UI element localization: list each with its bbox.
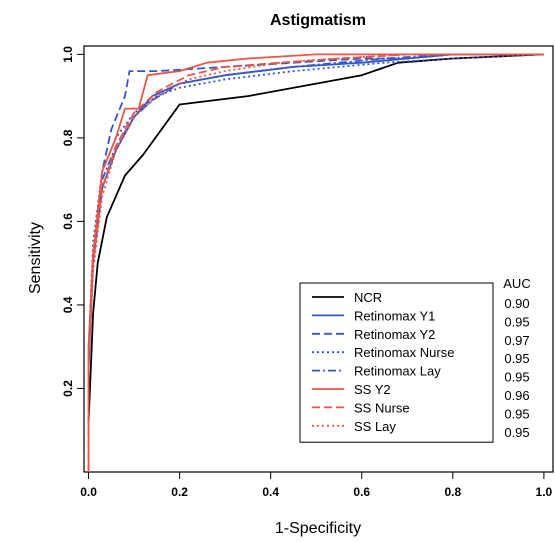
auc-header: AUC (503, 276, 530, 291)
legend-label: Retinomax Y2 (354, 327, 435, 342)
x-tick-label: 0.8 (444, 485, 461, 499)
legend-label: SS Lay (354, 419, 396, 434)
chart-title: Astigmatism (270, 12, 366, 29)
y-tick-label: 0.8 (61, 129, 75, 146)
y-tick-label: 1.0 (61, 46, 75, 63)
x-tick-label: 1.0 (536, 485, 553, 499)
auc-value: 0.90 (504, 296, 529, 311)
series-line-ss-nurse (87, 53, 544, 472)
auc-value: 0.95 (504, 425, 529, 440)
series-line-ss-y2 (87, 53, 544, 472)
x-tick-label: 0.2 (171, 485, 188, 499)
auc-value: 0.97 (504, 333, 529, 348)
auc-value: 0.95 (504, 314, 529, 329)
legend-label: SS Y2 (354, 382, 391, 397)
y-axis-label: Sensitivity (27, 222, 44, 294)
legend-label: SS Nurse (354, 400, 410, 415)
series-line-ss-lay (87, 53, 544, 472)
legend-label: Retinomax Nurse (354, 345, 454, 360)
y-tick-label: 0.4 (61, 296, 75, 313)
x-axis-label: 1-Specificity (275, 520, 361, 537)
series-line-retinomax-y2 (87, 53, 544, 347)
x-tick-label: 0.4 (262, 485, 279, 499)
legend-box (299, 282, 494, 443)
plot-frame (83, 45, 554, 473)
auc-value: 0.96 (504, 388, 529, 403)
auc-value: 0.95 (504, 406, 529, 421)
auc-value: 0.95 (504, 351, 529, 366)
legend-label: Retinomax Lay (354, 364, 441, 379)
y-tick-label: 0.6 (61, 213, 75, 230)
legend-label: NCR (354, 290, 382, 305)
y-tick-label: 0.2 (61, 380, 75, 397)
legend-label: Retinomax Y1 (354, 308, 435, 323)
x-tick-label: 0.6 (353, 485, 370, 499)
auc-value: 0.95 (504, 370, 529, 385)
x-tick-label: 0.0 (80, 485, 97, 499)
